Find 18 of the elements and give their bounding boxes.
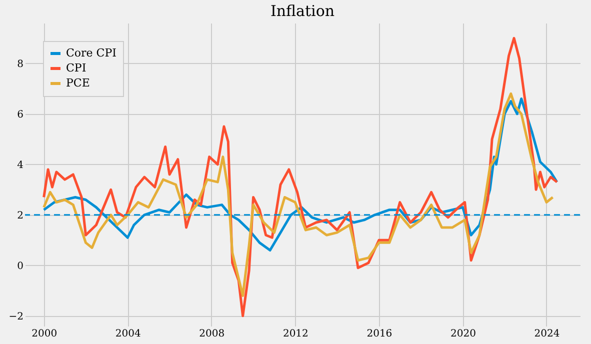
x-tick-label: 2016: [366, 328, 392, 340]
y-tick-label: 2: [17, 210, 24, 222]
y-tick-label: −2: [8, 311, 24, 322]
legend-label: Core CPI: [66, 46, 116, 60]
x-tick-label: 2024: [534, 328, 560, 340]
x-tick-label: 2020: [450, 328, 476, 340]
y-tick-label: 0: [17, 260, 24, 272]
y-tick-label: 4: [17, 160, 24, 171]
legend-label: PCE: [66, 76, 90, 90]
line-series: [42, 92, 554, 297]
chart-title: Inflation: [270, 2, 335, 20]
x-tick-label: 2012: [282, 328, 308, 340]
y-tick-label: 8: [17, 58, 24, 70]
legend-label: CPI: [66, 62, 86, 74]
y-tick-label: 6: [17, 109, 24, 120]
x-tick-label: 2008: [199, 328, 225, 340]
x-tick-label: 2004: [115, 328, 141, 340]
x-tick-label: 2000: [32, 328, 58, 340]
